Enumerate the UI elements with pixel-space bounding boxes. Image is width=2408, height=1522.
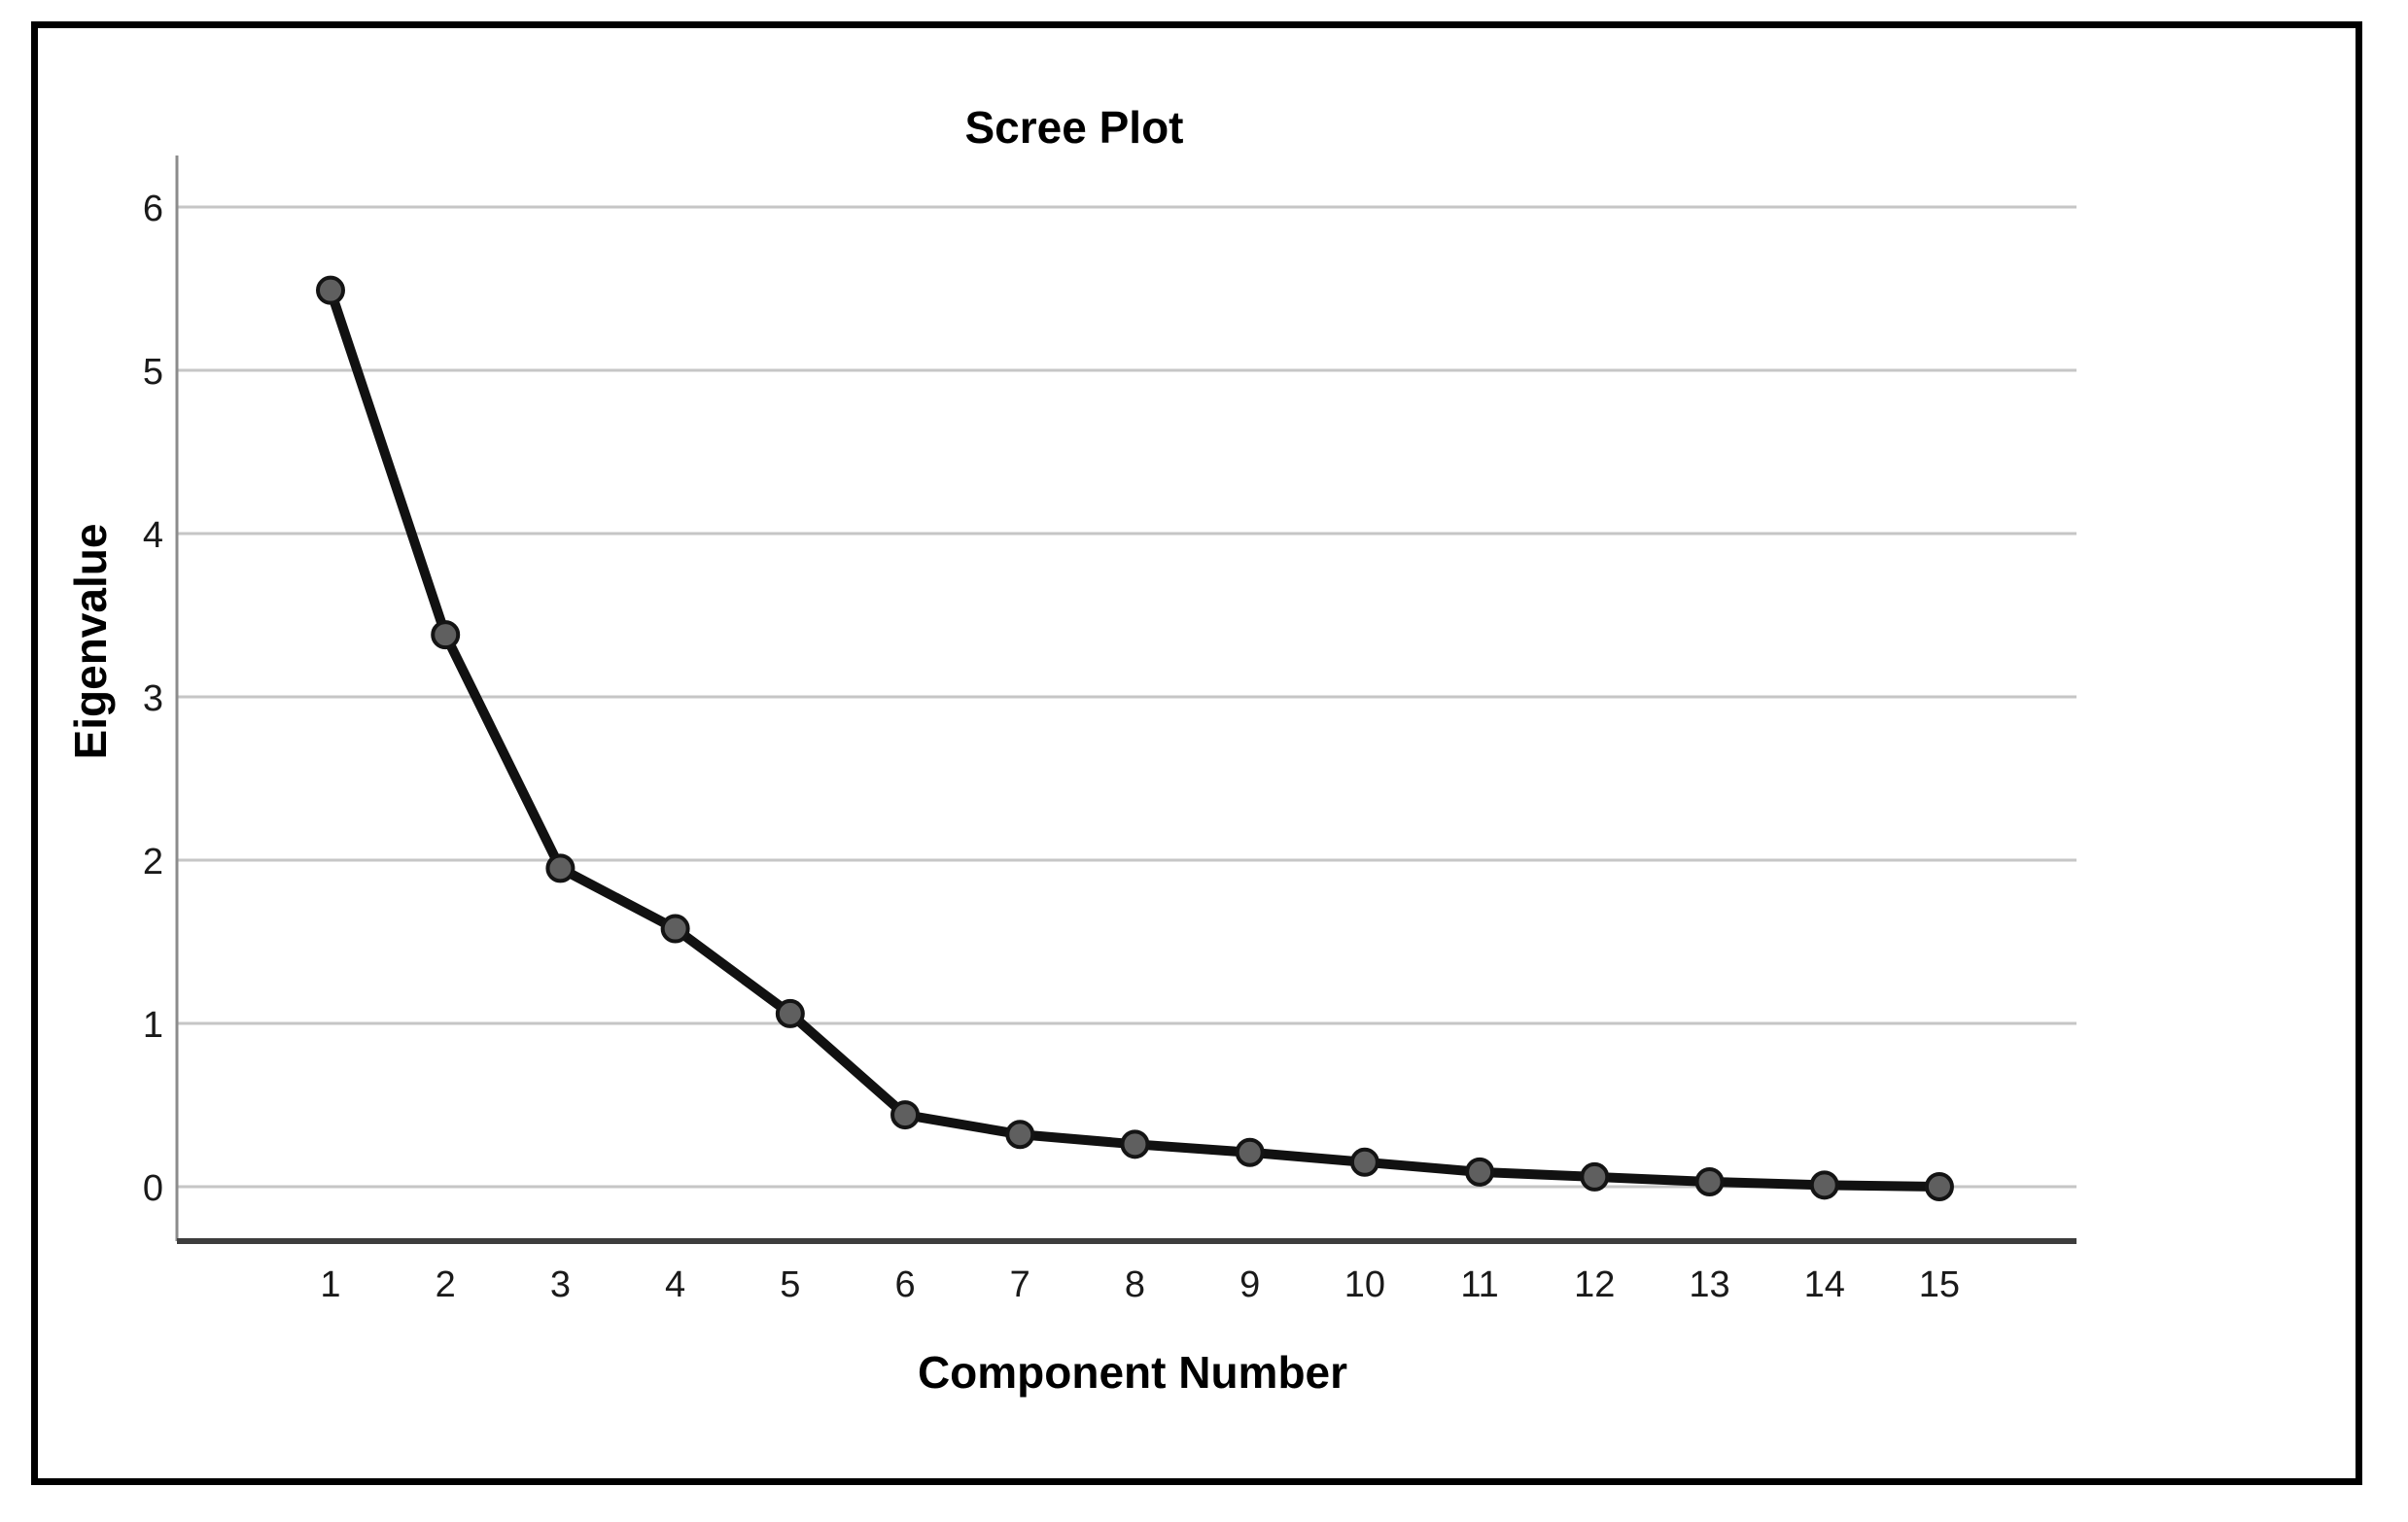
y-tick-label-0: 0: [142, 1168, 163, 1209]
x-tick-label-12: 12: [1574, 1264, 1616, 1305]
data-point-14: [1809, 1170, 1839, 1200]
x-tick-label-5: 5: [780, 1264, 801, 1305]
data-point-11: [1465, 1157, 1495, 1187]
data-point-4: [660, 914, 690, 944]
y-tick-label-3: 3: [142, 678, 163, 719]
y-tick-label-6: 6: [142, 189, 163, 229]
y-tick-label-5: 5: [142, 352, 163, 393]
data-point-1: [316, 275, 345, 305]
x-tick-label-3: 3: [549, 1264, 571, 1305]
data-point-5: [775, 998, 805, 1028]
y-tick-label-4: 4: [142, 515, 163, 556]
y-tick-label-1: 1: [142, 1005, 163, 1046]
data-point-10: [1349, 1147, 1379, 1177]
x-tick-label-2: 2: [435, 1264, 456, 1305]
data-point-9: [1235, 1137, 1265, 1167]
x-tick-label-7: 7: [1009, 1264, 1030, 1305]
x-tick-label-4: 4: [665, 1264, 686, 1305]
x-tick-label-10: 10: [1344, 1264, 1386, 1305]
x-tick-label-11: 11: [1460, 1264, 1499, 1305]
x-tick-label-15: 15: [1918, 1264, 1961, 1305]
y-axis-title: Eigenvalue: [65, 523, 116, 760]
data-point-2: [431, 620, 461, 650]
chart-title: Scree Plot: [964, 102, 1184, 153]
x-tick-label-14: 14: [1803, 1264, 1845, 1305]
data-point-7: [1005, 1120, 1035, 1150]
y-tick-label-2: 2: [142, 842, 163, 882]
data-point-6: [890, 1100, 921, 1130]
data-point-12: [1580, 1161, 1610, 1192]
data-point-13: [1694, 1166, 1725, 1196]
x-tick-label-8: 8: [1124, 1264, 1146, 1305]
eigenvalue-line: [326, 285, 1944, 1192]
x-tick-label-6: 6: [894, 1264, 916, 1305]
data-point-8: [1120, 1129, 1150, 1159]
x-tick-label-9: 9: [1239, 1264, 1261, 1305]
x-axis-title: Component Number: [917, 1347, 1348, 1398]
data-point-15: [1924, 1172, 1954, 1201]
x-tick-label-13: 13: [1689, 1264, 1730, 1305]
x-tick-label-1: 1: [320, 1264, 341, 1305]
data-point-3: [545, 853, 576, 883]
